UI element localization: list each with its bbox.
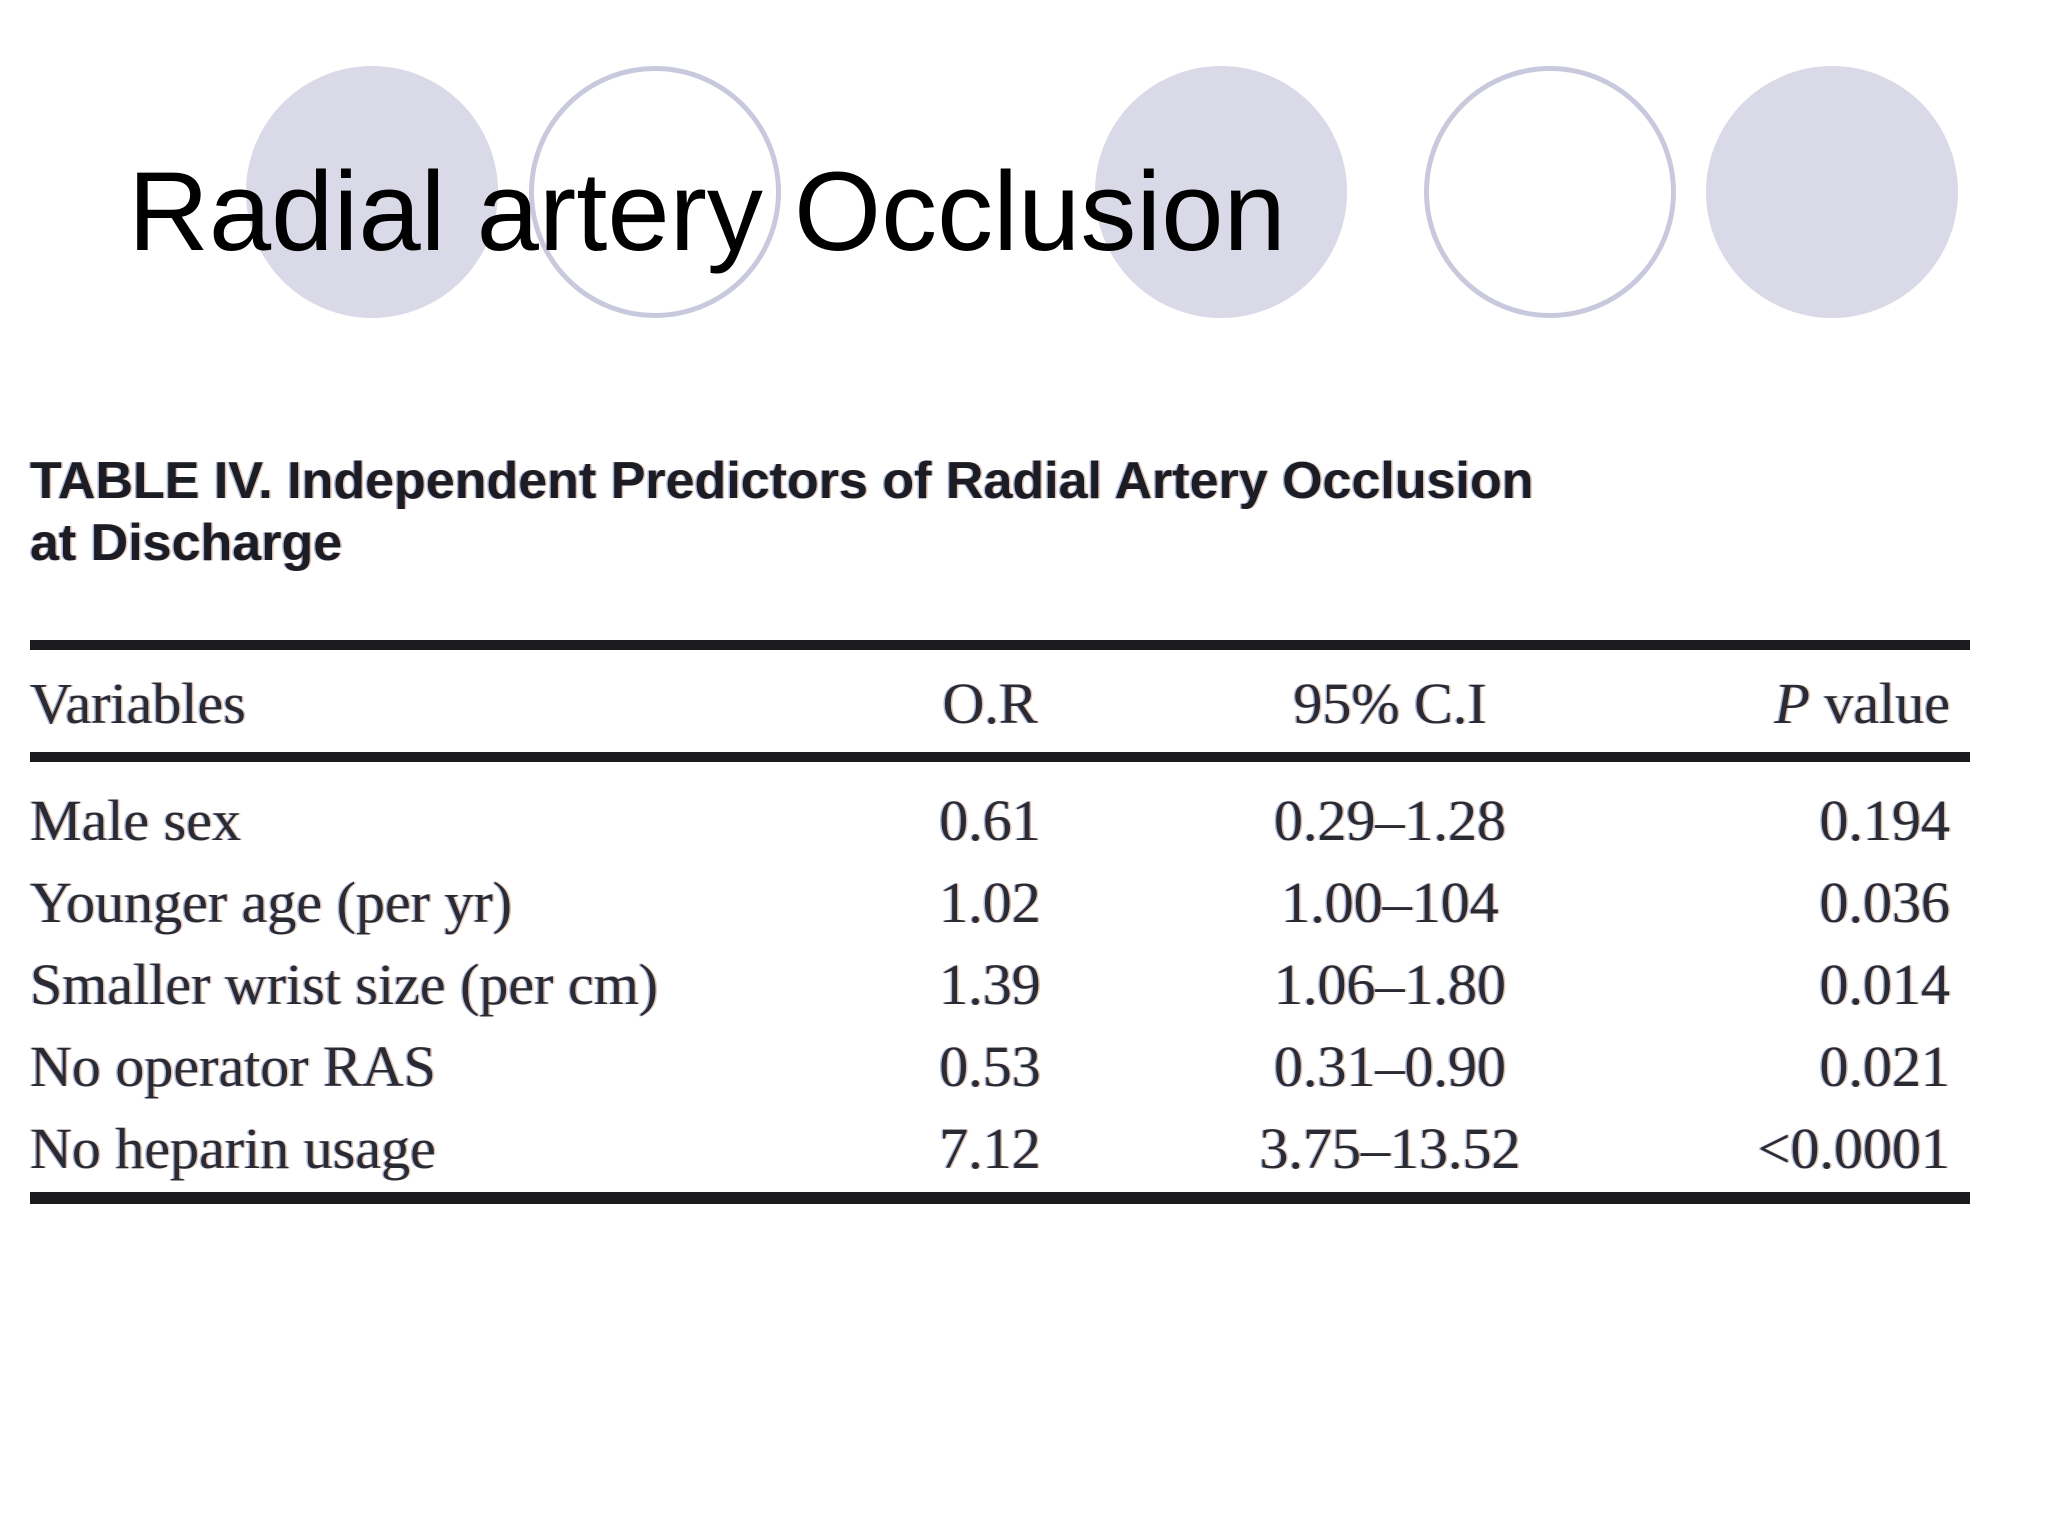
decorative-circle xyxy=(529,66,781,318)
cell-ci: 1.06–1.80 xyxy=(1274,952,1506,1017)
decorative-circle xyxy=(1095,66,1347,318)
column-header-or: O.R xyxy=(942,671,1038,736)
cell-pvalue: 0.021 xyxy=(1819,1034,1951,1099)
slide-title: Radial artery Occlusion xyxy=(128,149,1286,274)
cell-pvalue: <0.0001 xyxy=(1757,1116,1950,1181)
table-rule-bottom xyxy=(30,1192,1970,1204)
cell-variable: No operator RAS xyxy=(30,1034,436,1099)
table-row: No operator RAS 0.53 0.31–0.90 0.021 xyxy=(30,1026,1970,1108)
table-row: Male sex 0.61 0.29–1.28 0.194 xyxy=(30,780,1970,862)
cell-pvalue: 0.194 xyxy=(1819,788,1951,853)
column-header-variables: Variables xyxy=(30,671,246,736)
cell-or: 1.39 xyxy=(939,952,1041,1017)
cell-ci: 3.75–13.52 xyxy=(1259,1116,1521,1181)
table-row: Smaller wrist size (per cm) 1.39 1.06–1.… xyxy=(30,944,1970,1026)
table-rule-middle xyxy=(30,752,1970,762)
cell-variable: Male sex xyxy=(30,788,241,853)
column-header-ci: 95% C.I xyxy=(1293,671,1487,736)
table-figure: TABLE IV. Independent Predictors of Radi… xyxy=(30,0,1970,1536)
table-row: No heparin usage 7.12 3.75–13.52 <0.0001 xyxy=(30,1108,1970,1190)
cell-or: 0.53 xyxy=(939,1034,1041,1099)
cell-variable: No heparin usage xyxy=(30,1116,436,1181)
table-caption-line1: TABLE IV. Independent Predictors of Radi… xyxy=(30,452,1534,510)
table-caption-line2: at Discharge xyxy=(30,514,343,572)
pvalue-rest: value xyxy=(1809,671,1950,736)
table-caption: TABLE IV. Independent Predictors of Radi… xyxy=(30,450,1970,574)
decorative-circle xyxy=(246,66,498,318)
column-header-pvalue: P value xyxy=(1700,655,1970,753)
cell-variable: Smaller wrist size (per cm) xyxy=(30,952,659,1017)
cell-ci: 0.29–1.28 xyxy=(1274,788,1506,853)
table-header-row: Variables O.R 95% C.I P value xyxy=(30,655,1970,753)
cell-or: 1.02 xyxy=(939,870,1041,935)
cell-ci: 0.31–0.90 xyxy=(1274,1034,1506,1099)
table-row: Younger age (per yr) 1.02 1.00–104 0.036 xyxy=(30,862,1970,944)
cell-ci: 1.00–104 xyxy=(1281,870,1499,935)
decorative-circle xyxy=(1706,66,1958,318)
pvalue-italic-p: P xyxy=(1774,671,1810,736)
cell-variable: Younger age (per yr) xyxy=(30,870,513,935)
cell-or: 7.12 xyxy=(939,1116,1041,1181)
table-body: Male sex 0.61 0.29–1.28 0.194 Younger ag… xyxy=(30,780,1970,1190)
decorative-circle xyxy=(1424,66,1676,318)
cell-or: 0.61 xyxy=(939,788,1041,853)
cell-pvalue: 0.014 xyxy=(1819,952,1951,1017)
cell-pvalue: 0.036 xyxy=(1819,870,1951,935)
table-rule-top xyxy=(30,640,1970,650)
